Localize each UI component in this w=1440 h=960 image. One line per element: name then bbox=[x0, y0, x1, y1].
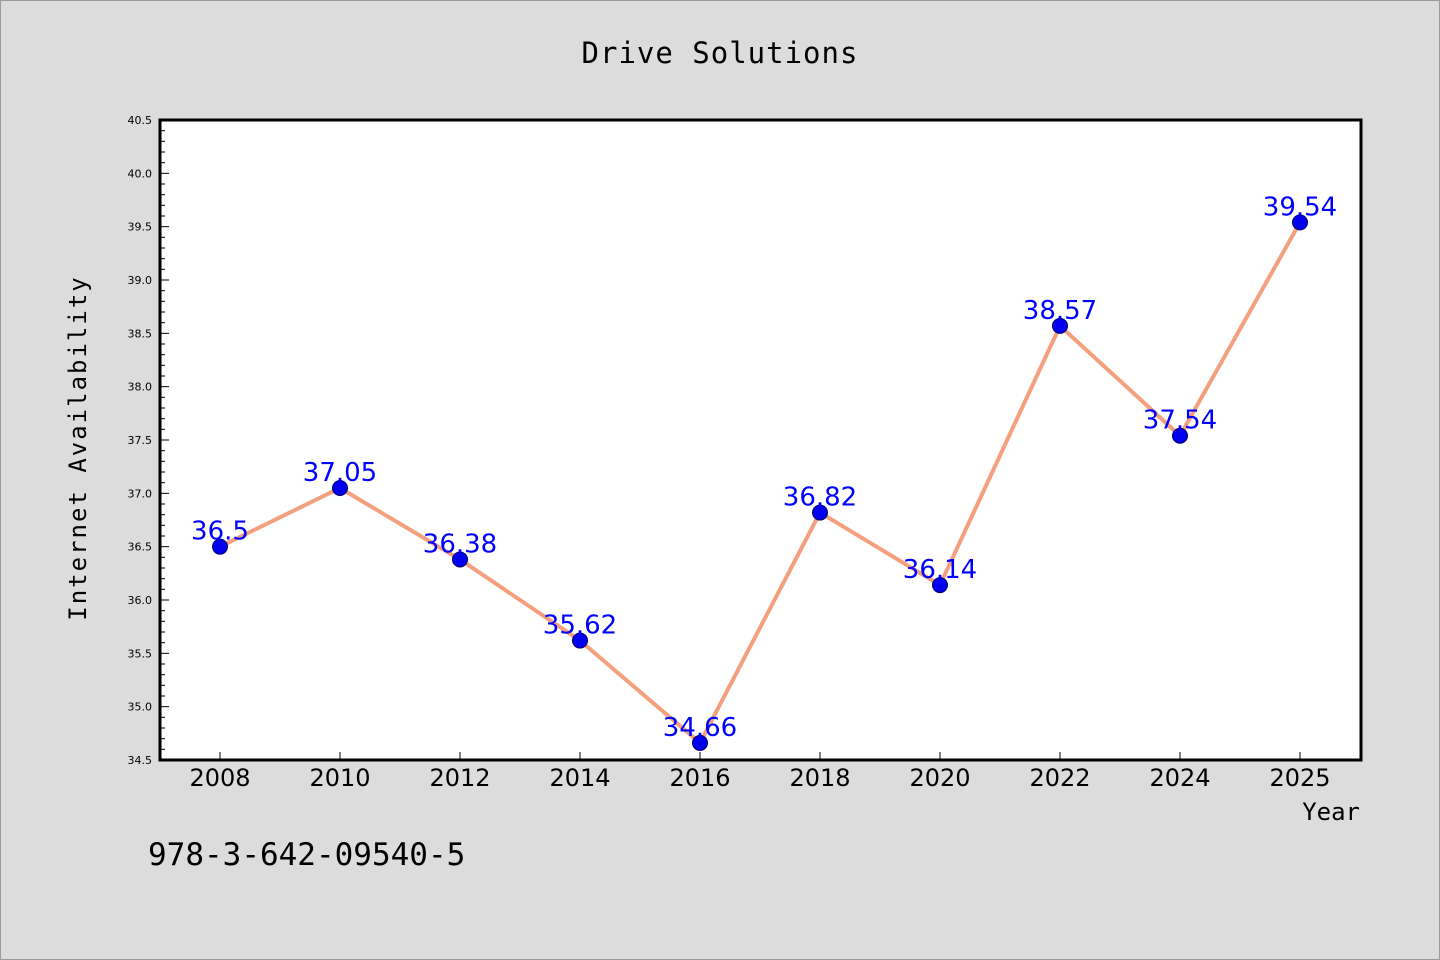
series-line-segment bbox=[218, 486, 342, 549]
series-line-segment bbox=[938, 323, 1062, 588]
data-point bbox=[212, 538, 228, 555]
series-line-layer bbox=[218, 220, 1302, 745]
data-point bbox=[692, 734, 708, 751]
y-tick-label: 38.5 bbox=[128, 327, 153, 340]
data-label: 37.54 bbox=[1143, 406, 1217, 436]
y-axis: 34.5 35.0 35.5 36.0 36.5 37.0 37.5 38.0 38.5 39.0… bbox=[128, 114, 169, 767]
series-line-segment bbox=[1178, 220, 1302, 438]
x-tick-label: 2016 bbox=[669, 764, 730, 792]
data-label: 36.38 bbox=[423, 529, 497, 559]
series-line-segment bbox=[818, 510, 942, 588]
y-tick-label: 37.5 bbox=[128, 434, 153, 447]
series-line-segment bbox=[1058, 323, 1182, 438]
x-tick-label: 2025 bbox=[1269, 764, 1330, 792]
data-label: 38.57 bbox=[1023, 296, 1097, 326]
data-point bbox=[452, 551, 468, 568]
data-point bbox=[1172, 427, 1188, 444]
x-tick-label: 2008 bbox=[189, 764, 250, 792]
data-label: 35.62 bbox=[543, 611, 617, 641]
x-tick-label: 2022 bbox=[1029, 764, 1090, 792]
y-tick-label: 40.5 bbox=[128, 114, 153, 127]
data-point bbox=[812, 504, 828, 521]
x-tick-label: 2020 bbox=[909, 764, 970, 792]
series-line-segment bbox=[338, 486, 462, 562]
y-tick-label: 39.0 bbox=[128, 274, 153, 287]
x-tick-label: 2018 bbox=[789, 764, 850, 792]
data-point bbox=[572, 632, 588, 649]
data-point bbox=[332, 480, 348, 496]
data-point bbox=[932, 577, 948, 594]
footnote-isbn: 978-3-642-09540-5 bbox=[148, 837, 465, 873]
chart-title: Drive Solutions bbox=[582, 36, 859, 70]
y-tick-label: 38.0 bbox=[128, 381, 153, 394]
data-point bbox=[1292, 214, 1308, 231]
series-line-segment bbox=[578, 638, 702, 745]
y-tick-label: 36.0 bbox=[128, 594, 153, 607]
series-line-segment bbox=[458, 557, 582, 643]
x-axis-label: Year bbox=[1302, 798, 1360, 826]
data-label-layer: 36.5 37.05 36.38 35.62 34.66 36.82 36.14 38.57 3… bbox=[191, 192, 1337, 743]
y-tick-label: 35.0 bbox=[128, 701, 153, 714]
x-tick-label: 2012 bbox=[429, 764, 490, 792]
y-tick-label: 34.5 bbox=[128, 754, 153, 767]
data-label: 39.54 bbox=[1263, 192, 1337, 222]
x-tick-label: 2010 bbox=[309, 764, 370, 792]
y-tick-label: 39.5 bbox=[128, 221, 153, 234]
plot-area bbox=[158, 118, 1363, 762]
data-point bbox=[1052, 317, 1068, 334]
y-axis-label: Internet Availability bbox=[64, 275, 92, 620]
y-tick-label: 40.0 bbox=[128, 167, 153, 180]
series-line-segment bbox=[698, 510, 822, 745]
marker-layer bbox=[212, 214, 1308, 751]
data-label: 36.82 bbox=[783, 483, 857, 513]
data-label: 37.05 bbox=[303, 458, 377, 488]
x-tick-label: 2024 bbox=[1149, 764, 1210, 792]
y-tick-label: 35.5 bbox=[128, 647, 153, 660]
x-tick-label: 2014 bbox=[549, 764, 610, 792]
data-label: 36.5 bbox=[191, 517, 249, 547]
y-tick-label: 37.0 bbox=[128, 487, 153, 500]
x-axis: 2008 2010 2012 2014 2016 2018 2020 2022 2024 2025 bbox=[189, 752, 1331, 792]
y-tick-label: 36.5 bbox=[128, 541, 153, 554]
data-label: 34.66 bbox=[663, 713, 737, 743]
data-label: 36.14 bbox=[903, 555, 977, 585]
